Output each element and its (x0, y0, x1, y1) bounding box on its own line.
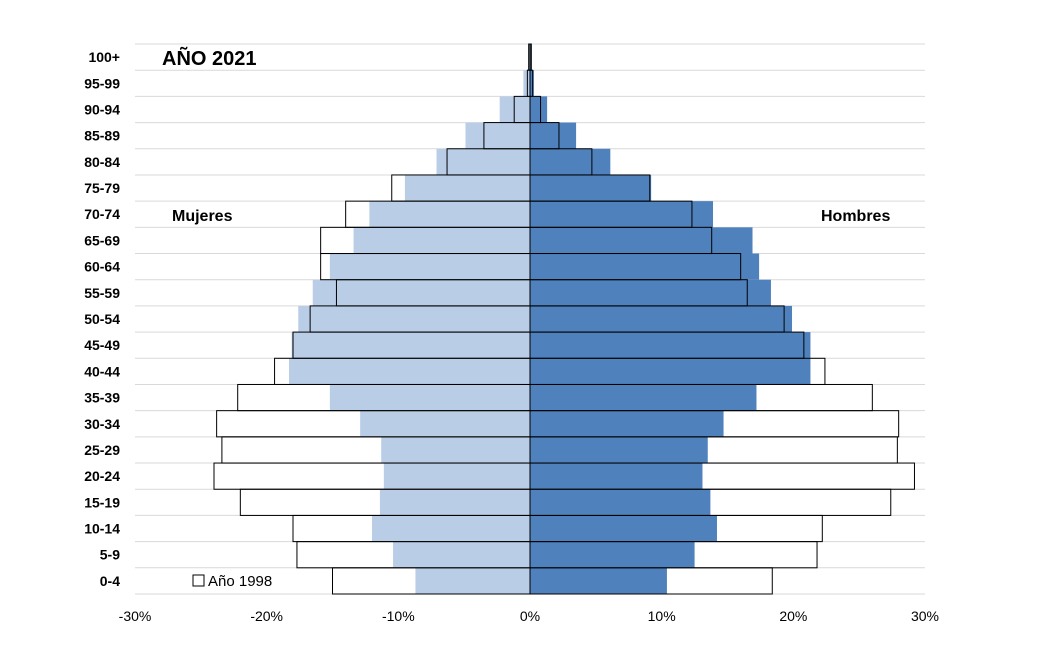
bar-2021-women-30-34 (360, 410, 530, 437)
bar-2021-women-90-94 (499, 96, 530, 123)
chart-title: AÑO 2021 (162, 47, 257, 70)
age-label-75-79: 75-79 (84, 180, 120, 196)
bar-2021-women-25-29 (381, 436, 530, 464)
x-axis-tick-labels: -30% -20% -10% 0% 10% 20% 30% (119, 608, 939, 624)
bar-2021-women-5-9 (393, 541, 530, 568)
age-label-15-19: 15-19 (84, 494, 120, 510)
bars-1998-outline (213, 43, 915, 595)
bar-2021-women-15-19 (379, 489, 530, 516)
legend: Año 1998 (192, 573, 272, 590)
bar-2021-men-50-54 (530, 305, 793, 333)
age-label-35-39: 35-39 (84, 390, 120, 406)
age-label-0-4: 0-4 (100, 573, 120, 589)
bar-2021-women-35-39 (329, 384, 530, 411)
bar-2021-women-45-49 (291, 332, 530, 359)
age-label-100+: 100+ (88, 49, 120, 65)
age-label-20-24: 20-24 (84, 468, 120, 484)
bar-2021-women-75-79 (404, 174, 530, 202)
bar-2021-women-65-69 (353, 227, 530, 254)
bar-2021-men-45-49 (530, 332, 811, 359)
bar-1998-men-100+ (529, 43, 532, 71)
women-label: Mujeres (172, 208, 233, 225)
bar-2021-women-95-99 (523, 70, 530, 97)
age-label-80-84: 80-84 (84, 154, 120, 170)
bar-2021-men-10-14 (530, 515, 717, 542)
bar-2021-men-75-79 (530, 174, 652, 202)
bar-2021-women-85-89 (465, 122, 530, 149)
bar-2021-women-55-59 (312, 279, 530, 306)
age-label-5-9: 5-9 (100, 547, 120, 563)
bar-2021-men-90-94 (530, 96, 548, 123)
legend-swatch-1998 (192, 574, 205, 587)
x-tick-label: 10% (648, 608, 676, 624)
age-label-50-54: 50-54 (84, 311, 120, 327)
bar-2021-men-15-19 (530, 489, 711, 516)
bar-2021-women-50-54 (298, 305, 530, 333)
bar-1998-men-80-84 (529, 148, 593, 176)
men-label: Hombres (821, 208, 890, 225)
bar-2021-women-80-84 (436, 148, 530, 175)
age-label-25-29: 25-29 (84, 442, 120, 458)
x-tick-label: 30% (911, 608, 939, 624)
bar-2021-men-25-29 (530, 436, 708, 464)
bar-2021-men-60-64 (530, 253, 760, 280)
x-tick-label: 0% (520, 608, 540, 624)
age-label-65-69: 65-69 (84, 232, 120, 248)
x-tick-label: -30% (119, 608, 152, 624)
bar-2021-women-60-64 (329, 253, 530, 280)
bar-2021-men-85-89 (530, 122, 577, 149)
bar-2021-men-20-24 (530, 463, 703, 490)
age-label-70-74: 70-74 (84, 206, 120, 222)
bar-2021-men-65-69 (530, 227, 753, 254)
age-label-85-89: 85-89 (84, 128, 120, 144)
bar-2021-women-0-4 (415, 567, 530, 594)
bar-2021-men-35-39 (530, 384, 757, 411)
bar-1998-men-90-94 (529, 95, 542, 124)
bar-2021-men-5-9 (530, 541, 695, 568)
legend-label-1998: Año 1998 (208, 573, 272, 590)
x-tick-label: -20% (250, 608, 283, 624)
bar-2021-women-20-24 (383, 463, 530, 490)
age-label-10-14: 10-14 (84, 521, 120, 537)
age-label-45-49: 45-49 (84, 337, 120, 353)
bar-2021-men-30-34 (530, 410, 724, 437)
bars-2021 (289, 44, 811, 594)
bar-2021-women-100+ (528, 44, 530, 71)
age-label-90-94: 90-94 (84, 101, 120, 117)
x-tick-label: 20% (779, 608, 807, 624)
age-label-60-64: 60-64 (84, 259, 120, 275)
age-label-95-99: 95-99 (84, 75, 120, 91)
age-group-labels: 0-4 5-9 10-14 15-19 20-24 25-29 30-34 35-39 40-4… (84, 49, 120, 589)
age-label-55-59: 55-59 (84, 285, 120, 301)
bar-2021-women-10-14 (372, 515, 530, 542)
bar-2021-men-95-99 (530, 70, 534, 97)
bar-2021-men-80-84 (530, 148, 611, 175)
x-tick-label: -10% (382, 608, 415, 624)
bar-2021-women-40-44 (289, 358, 530, 385)
bar-2021-men-70-74 (530, 201, 714, 228)
bar-2021-men-0-4 (530, 567, 667, 594)
age-label-40-44: 40-44 (84, 363, 120, 379)
bar-2021-women-70-74 (369, 201, 530, 228)
bar-2021-men-100+ (530, 44, 532, 71)
age-label-30-34: 30-34 (84, 416, 120, 432)
bar-2021-men-55-59 (530, 279, 771, 306)
bar-2021-men-40-44 (530, 358, 811, 385)
bar-1998-men-85-89 (529, 122, 560, 150)
